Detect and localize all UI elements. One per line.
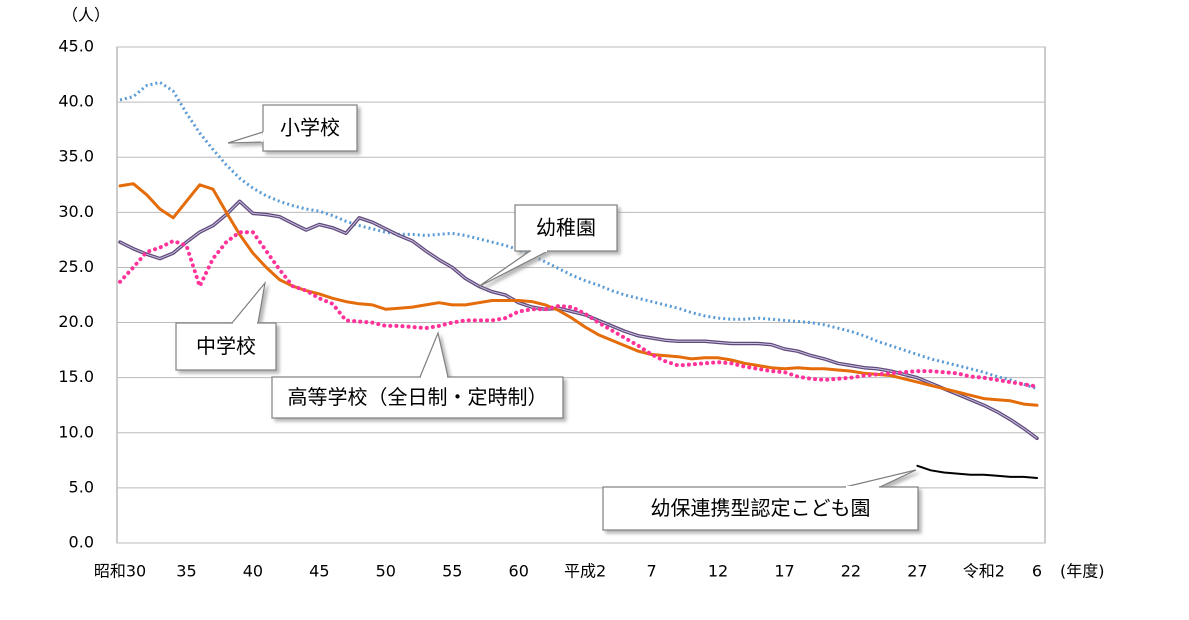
callout: [227, 104, 358, 152]
callout-box: [602, 486, 919, 531]
y-tick-label: 40.0: [58, 92, 94, 111]
callout: [602, 469, 919, 531]
y-tick-label: 35.0: [58, 147, 94, 166]
y-tick-label: 25.0: [58, 257, 94, 276]
callout-label: 幼稚園: [536, 216, 596, 240]
y-tick-label: 5.0: [69, 477, 94, 496]
x-tick-label: 昭和30: [94, 562, 146, 581]
x-tick-label: 6: [1032, 562, 1042, 581]
callout-label: 小学校: [280, 116, 340, 140]
callout-box: [514, 204, 618, 252]
x-tick-label: 22: [841, 562, 861, 581]
callout: [271, 331, 564, 419]
callout-pointer: [844, 469, 917, 488]
x-tick-label: 50: [376, 562, 396, 581]
x-tick-label: 55: [442, 562, 462, 581]
series-line-inner: [119, 200, 1038, 439]
x-tick-label: 40: [243, 562, 263, 581]
x-tick-label: 令和2: [963, 562, 1005, 581]
series-line: [118, 182, 1039, 407]
callout: [175, 280, 277, 371]
x-tick-label: 35: [176, 562, 196, 581]
callout-seam: [261, 131, 265, 143]
callout-pointer: [227, 131, 264, 144]
callout-pointer: [419, 331, 449, 378]
callout-pointer: [477, 250, 549, 288]
callout-label: 幼保連携型認定こども園: [651, 496, 871, 520]
x-tick-label: 27: [907, 562, 927, 581]
y-axis-label: （人）: [62, 6, 110, 25]
x-tick-label: 7: [647, 562, 657, 581]
callout-box: [175, 322, 277, 371]
y-tick-label: 10.0: [58, 422, 94, 441]
y-tick-label: 30.0: [58, 202, 94, 221]
callout-box: [271, 376, 564, 419]
x-axis-label: (年度): [1060, 562, 1105, 581]
series-line: [916, 464, 1038, 479]
x-tick-label: 45: [309, 562, 329, 581]
callout: [477, 204, 618, 288]
callout-box: [262, 104, 358, 152]
y-tick-label: 15.0: [58, 367, 94, 386]
y-tick-label: 20.0: [58, 312, 94, 331]
x-tick-label: 17: [774, 562, 794, 581]
callout-label: 中学校: [196, 334, 256, 358]
x-tick-label: 12: [708, 562, 728, 581]
callout-label: 高等学校（全日制・定時制）: [288, 385, 548, 409]
y-tick-label: 0.0: [69, 533, 94, 552]
x-tick-label: 平成2: [564, 562, 606, 581]
x-tick-label: 60: [509, 562, 529, 581]
y-tick-label: 45.0: [58, 37, 94, 56]
callout-pointer: [230, 280, 266, 324]
